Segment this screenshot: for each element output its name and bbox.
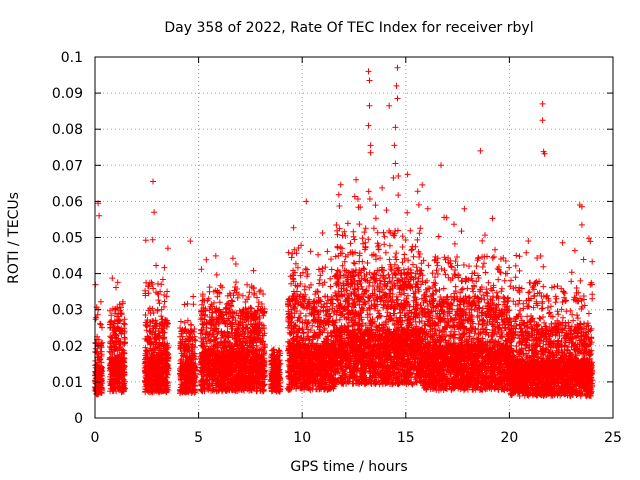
- y-tick-label: 0.09: [52, 86, 83, 102]
- x-tick-label: 25: [604, 430, 622, 446]
- x-tick-label: 5: [194, 430, 203, 446]
- x-axis-label: GPS time / hours: [290, 459, 407, 475]
- y-tick-label: 0.06: [52, 194, 83, 210]
- chart-title: Day 358 of 2022, Rate Of TEC Index for r…: [164, 20, 533, 36]
- y-tick-label: 0.07: [52, 158, 83, 174]
- x-tick-label: 15: [397, 430, 415, 446]
- axes: 0 0.01 0.02 0.03 0.04 0.05 0.06 0.07 0.08 0.09 0.1…: [52, 50, 622, 446]
- y-tick-label: 0.1: [61, 50, 83, 66]
- x-tick-label: 0: [91, 430, 100, 446]
- roti-series-markers: [92, 64, 596, 399]
- y-tick-label: 0.05: [52, 231, 83, 247]
- x-tick-label: 20: [500, 430, 518, 446]
- y-tick-label: 0.02: [52, 339, 83, 355]
- x-tick-label: 10: [293, 430, 311, 446]
- y-tick-label: 0.03: [52, 303, 83, 319]
- y-tick-label: 0: [74, 411, 83, 427]
- y-tick-label: 0.04: [52, 267, 83, 283]
- y-axis-label: ROTI / TECUs: [6, 192, 22, 284]
- y-tick-label: 0.01: [52, 375, 83, 391]
- y-tick-label: 0.08: [52, 122, 83, 138]
- data-points: [92, 64, 596, 399]
